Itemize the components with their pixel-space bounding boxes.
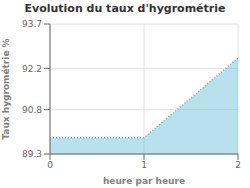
svg-text:89.3: 89.3	[22, 149, 42, 159]
svg-text:1: 1	[141, 160, 147, 170]
svg-text:92.2: 92.2	[22, 64, 42, 74]
svg-text:0: 0	[47, 160, 53, 170]
svg-text:heure par heure: heure par heure	[103, 176, 185, 186]
svg-text:2: 2	[235, 160, 241, 170]
svg-text:90.8: 90.8	[22, 105, 42, 115]
html-text:Evolution du taux d'hygrométri: Evolution du taux d'hygrométrie	[24, 2, 226, 15]
svg-text:Taux hygrométrie %: Taux hygrométrie %	[8, 38, 11, 139]
svg-text:93.7: 93.7	[22, 19, 42, 29]
